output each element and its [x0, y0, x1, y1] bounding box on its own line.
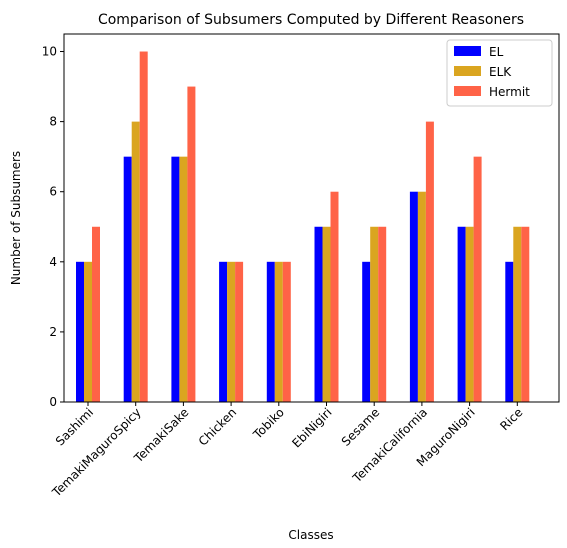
bar-elk-1 [131, 121, 140, 402]
bar-hermit-9 [521, 226, 530, 402]
bar-el-2 [171, 156, 180, 402]
bar-elk-8 [465, 226, 474, 402]
bar-el-8 [457, 226, 466, 402]
bars-group [76, 51, 530, 403]
bar-hermit-1 [139, 51, 148, 403]
bar-el-7 [409, 191, 418, 402]
bar-hermit-7 [425, 121, 434, 402]
y-axis-label: Number of Subsumers [9, 151, 23, 285]
x-tick-label: Tobiko [250, 405, 287, 442]
y-tick-label: 2 [49, 325, 57, 339]
bar-hermit-8 [473, 156, 482, 402]
plot-frame [63, 33, 560, 403]
legend-label-el: EL [489, 45, 504, 59]
bar-el-3 [219, 261, 228, 402]
y-tick-label: 4 [49, 255, 57, 269]
bar-el-9 [505, 261, 514, 402]
x-tick-label: TemakiMaguroSpicy [49, 405, 144, 500]
legend-swatch-hermit [454, 86, 481, 96]
bar-hermit-6 [378, 226, 387, 402]
y-tick-label: 0 [49, 395, 57, 409]
x-tick-label: Rice [497, 405, 525, 433]
y-axis: 0 2 4 6 8 10 [42, 45, 64, 409]
bar-el-6 [362, 261, 371, 402]
bar-hermit-5 [330, 191, 339, 402]
bar-hermit-4 [282, 261, 291, 402]
y-tick-label: 8 [49, 115, 57, 129]
bar-hermit-3 [235, 261, 244, 402]
bar-el-0 [76, 261, 84, 402]
bar-hermit-0 [92, 226, 100, 402]
bar-el-1 [123, 156, 132, 402]
bar-elk-0 [84, 261, 92, 402]
legend: EL ELK Hermit [446, 39, 553, 107]
bar-elk-4 [274, 261, 283, 402]
bar-elk-3 [227, 261, 236, 402]
legend-label-elk: ELK [489, 65, 512, 79]
bar-hermit-2 [187, 86, 196, 403]
legend-swatch-el [454, 46, 481, 56]
bar-elk-9 [513, 226, 522, 402]
y-tick-label: 6 [49, 185, 57, 199]
bar-el-5 [314, 226, 323, 402]
y-tick-label: 10 [42, 45, 57, 59]
x-tick-label: Sashimi [53, 405, 96, 448]
x-axis-label: Classes [288, 528, 333, 542]
x-tick-label: Chicken [196, 405, 239, 448]
bar-elk-7 [417, 191, 426, 402]
legend-label-hermit: Hermit [489, 85, 530, 99]
chart-title: Comparison of Subsumers Computed by Diff… [98, 12, 524, 28]
legend-swatch-elk [454, 66, 481, 76]
bar-el-4 [266, 261, 275, 402]
bar-elk-6 [370, 226, 379, 402]
bar-elk-2 [179, 156, 188, 402]
x-tick-label: Sesame [339, 405, 383, 449]
x-tick-label: EbiNigiri [289, 405, 334, 450]
bar-elk-5 [322, 226, 331, 402]
